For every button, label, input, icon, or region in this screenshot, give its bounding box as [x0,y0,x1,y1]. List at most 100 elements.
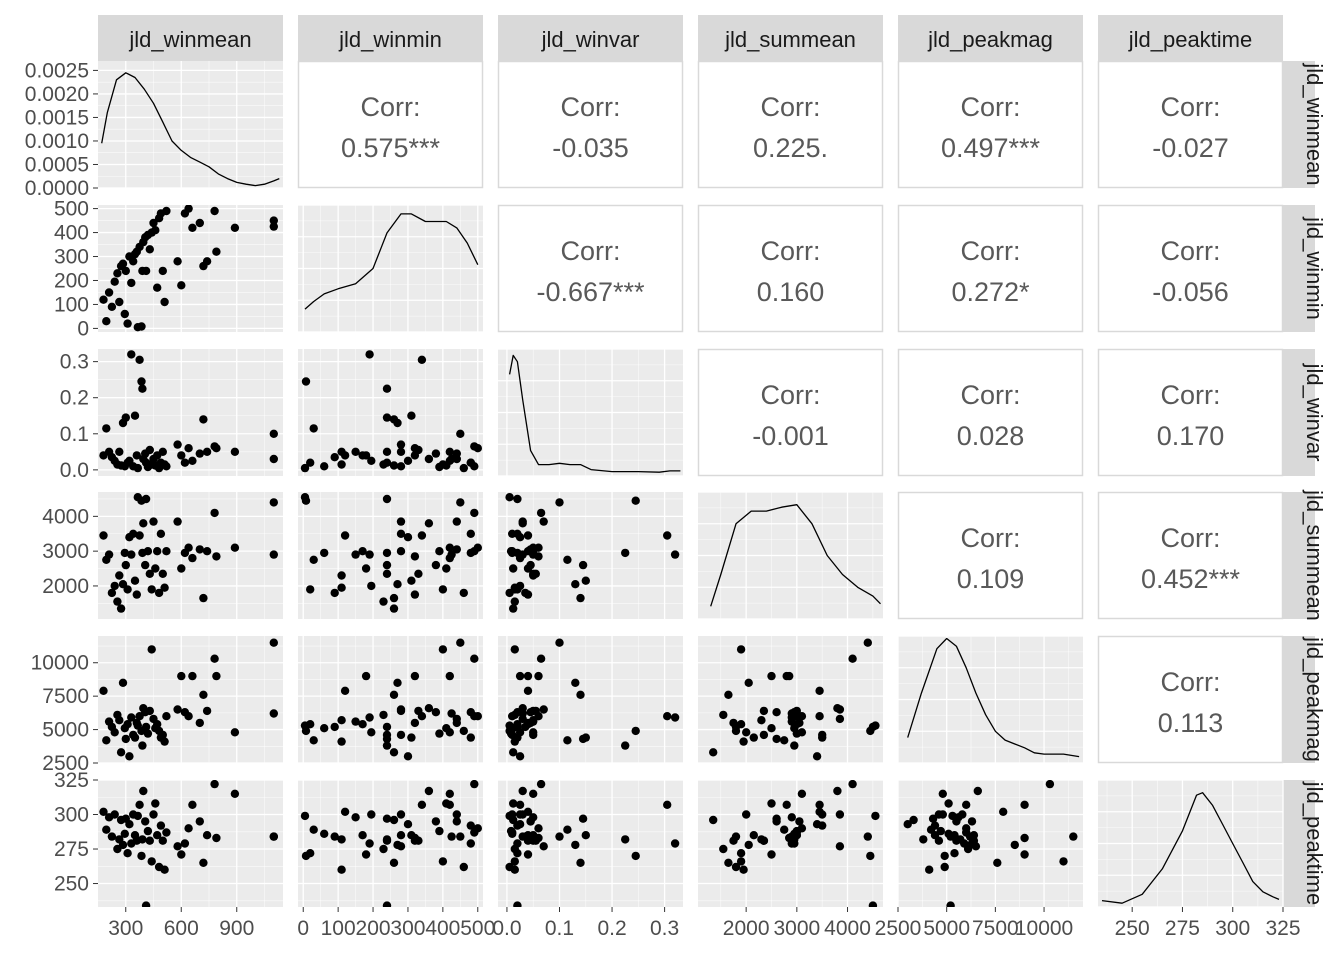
scatter-point [365,550,374,559]
scatter-point [145,569,154,578]
scatter-point [459,463,468,473]
scatter-point [767,799,776,808]
scatter-point [202,447,212,456]
column-strip-label: jld_peaktime [1128,27,1253,52]
scatter-point [139,786,148,796]
scatter-point [621,835,630,844]
correlation-value: -0.001 [752,421,829,451]
scatter-point [513,494,522,504]
scatter-point [138,384,147,393]
column-strip-label: jld_peakmag [927,27,1053,52]
scatter-point [141,266,151,276]
scatter-point [309,736,318,745]
x-tick-label: 325 [1265,917,1300,940]
scatter-point [410,590,420,599]
scatter-point [199,858,208,867]
correlation-value: -0.667*** [536,277,645,307]
scatter-point [435,729,444,738]
scatter-point [523,590,533,599]
scatter-point [300,811,310,821]
scatter-point [782,800,791,809]
scatter-point [581,831,590,840]
scatter-point [269,216,278,225]
correlation-value: 0.452*** [1141,564,1241,594]
scatter-point [129,257,138,266]
panel-jld_peaktime-jld_peaktime: 250 275 300 325 [1098,779,1301,940]
scatter-point [269,222,278,231]
scatter-point [210,654,219,663]
scatter-point [790,741,799,750]
scatter-point [104,550,114,559]
panel-jld_winmean-jld_peakmag: Corr: 0.497*** [897,60,1084,189]
scatter-point [382,548,392,558]
scatter-point [137,377,146,386]
scatter-point [367,728,376,737]
correlation-panel [1097,635,1284,764]
correlation-label: Corr: [1161,667,1221,697]
scatter-point [539,517,548,526]
scatter-point [361,850,371,859]
scatter-point [960,839,969,848]
row-strip-label: jld_winmin [1302,216,1327,320]
scatter-point [571,678,580,687]
scatter-point [269,832,278,841]
column-strip-label: jld_summean [724,27,856,52]
scatter-point [930,821,940,830]
y-tick-label: 0.0015 [25,106,89,129]
scatter-point [382,569,392,578]
column-strip [898,15,1083,61]
column-strip [1098,15,1283,61]
scatter-point [125,820,134,829]
scatter-point [137,322,146,331]
scatter-point [759,836,769,845]
scatter-point [382,836,392,845]
scatter-point [396,810,406,819]
scatter-point [184,824,193,833]
scatter-point [442,564,451,573]
scatter-point [337,460,346,469]
scatter-point [173,257,182,266]
scatter-point [269,550,278,559]
scatter-point [999,807,1008,816]
row-strip [1283,636,1315,763]
scatter-point [513,839,522,848]
row-strip [1283,780,1315,907]
scatter-point [790,839,799,848]
scatter-point [379,710,388,720]
correlation-panel [497,60,684,189]
scatter-point [739,865,748,874]
y-tick-label: 275 [54,838,89,861]
scatter-point [815,686,824,695]
scatter-point [210,206,219,216]
scatter-point [367,456,376,465]
y-tick-label: 4000 [42,505,89,528]
correlation-label: Corr: [1161,380,1221,410]
scatter-point [158,447,167,456]
correlation-value: 0.497*** [941,133,1041,163]
row-strip [1283,61,1315,188]
scatter-point [868,901,878,907]
scatter-point [414,706,423,716]
correlation-value: 0.028 [957,421,1025,451]
scatter-point [578,560,588,570]
scatter-point [724,858,733,867]
panel-jld_winmean-jld_winmin: Corr: 0.575*** [297,60,484,189]
correlation-panel [897,60,1084,189]
scatter-point [156,821,166,830]
scatter-point [202,706,212,716]
scatter-point [759,706,769,716]
panel-jld_summean-jld_winvar [498,492,683,619]
scatter-point [151,799,160,808]
scatter-point [767,671,776,681]
scatter-point [529,569,538,578]
x-tick-label: 500 [460,917,495,940]
panel-jld_winvar-jld_winmean: 0.0 0.1 0.2 0.3 [60,349,283,482]
correlation-panel [697,204,884,333]
scatter-point [965,832,975,841]
scatter-point [396,440,406,449]
scatter-point [1020,850,1029,859]
panel-jld_peaktime-jld_winmean: 250 275 300 325 300 600 900 [54,769,283,940]
scatter-point [389,748,399,757]
